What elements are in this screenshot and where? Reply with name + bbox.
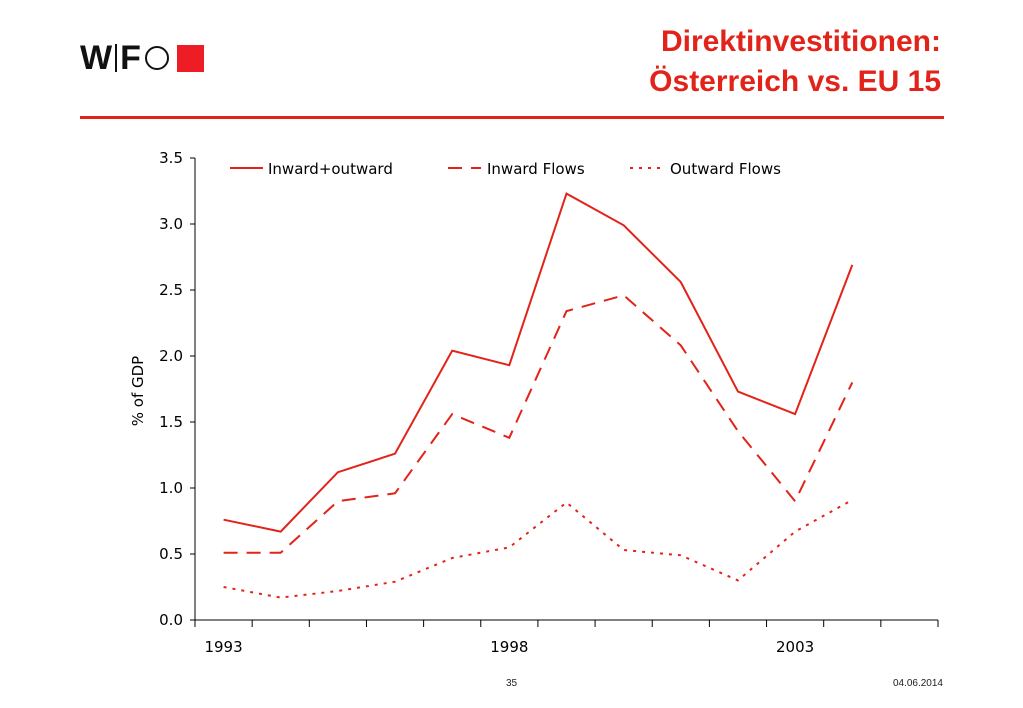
- logo-circle-icon: [144, 46, 169, 70]
- chart-axes: 0.0 0.5 1.0 1.5 2.0 2.5 3.0 3.5 1993 1998 2003: [159, 149, 939, 656]
- series-line-3: [223, 499, 853, 599]
- x-tick-label: 2003: [776, 638, 814, 656]
- logo-separator: [115, 44, 118, 72]
- y-tick-label: 0.5: [159, 545, 183, 563]
- legend-label-1: Inward+outward: [268, 160, 393, 178]
- legend-label-3: Outward Flows: [670, 160, 781, 178]
- logo-square-icon: [176, 44, 204, 72]
- title-line-1: Direktinvestitionen:: [660, 25, 941, 58]
- legend-label-2: Inward Flows: [487, 160, 585, 178]
- logo-letter-w: W: [80, 39, 113, 77]
- series-line-1: [223, 192, 854, 533]
- header-divider: [80, 116, 944, 119]
- y-tick-label: 3.5: [159, 149, 183, 167]
- x-tick-label: 1998: [490, 638, 528, 656]
- chart-series: [223, 192, 854, 599]
- chart-legend: Inward+outward Inward Flows Outward Flows: [230, 160, 781, 178]
- x-tick-label: 1993: [204, 638, 242, 656]
- y-tick-label: 2.0: [159, 347, 183, 365]
- page-title: Direktinvestitionen: Österreich vs. EU 1…: [649, 22, 941, 102]
- y-tick-label: 0.0: [159, 611, 183, 629]
- logo-letter-f: F: [120, 39, 141, 77]
- y-axis-label: % of GDP: [129, 356, 147, 426]
- footer-date: 04.06.2014: [892, 678, 943, 689]
- title-line-2: Österreich vs. EU 15: [649, 65, 941, 98]
- y-tick-label: 1.0: [159, 479, 183, 497]
- y-tick-label: 3.0: [159, 215, 183, 233]
- wifo-logo: W F: [80, 40, 204, 76]
- y-tick-label: 2.5: [159, 281, 183, 299]
- page-number: 35: [506, 678, 518, 689]
- series-line-2: [223, 294, 854, 554]
- y-tick-label: 1.5: [159, 413, 183, 431]
